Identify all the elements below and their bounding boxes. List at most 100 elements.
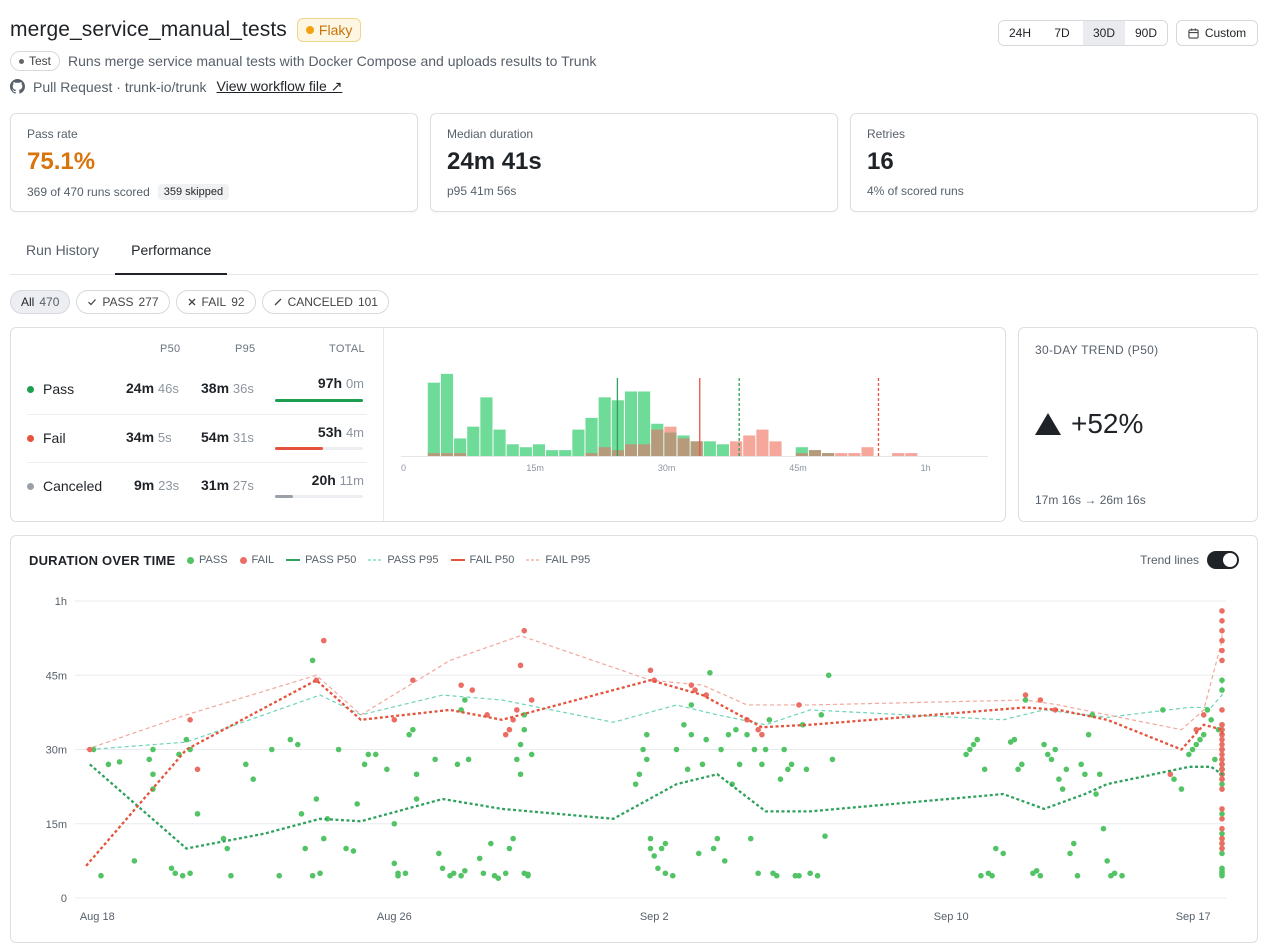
data-point-pass[interactable] bbox=[406, 731, 412, 738]
data-point-pass[interactable] bbox=[651, 853, 658, 859]
data-point-pass[interactable] bbox=[1044, 751, 1051, 758]
data-point-pass[interactable] bbox=[502, 870, 509, 877]
legend-fail-p50[interactable]: FAIL P50 bbox=[450, 554, 514, 566]
data-point-pass[interactable] bbox=[993, 845, 999, 852]
data-point-pass[interactable] bbox=[372, 751, 379, 758]
data-point-pass[interactable] bbox=[825, 672, 832, 679]
data-point-pass[interactable] bbox=[655, 865, 661, 872]
data-point-pass[interactable] bbox=[1212, 756, 1218, 763]
data-point-pass[interactable] bbox=[647, 835, 654, 842]
data-point-fail[interactable] bbox=[688, 682, 695, 688]
data-point-fail[interactable] bbox=[759, 731, 765, 738]
data-point-pass[interactable] bbox=[1193, 741, 1200, 748]
data-point-fail[interactable] bbox=[1219, 731, 1225, 738]
data-point-pass[interactable] bbox=[721, 858, 728, 864]
data-point-fail[interactable] bbox=[796, 702, 802, 708]
data-point-pass[interactable] bbox=[766, 717, 773, 723]
data-point-pass[interactable] bbox=[517, 741, 524, 748]
data-point-fail[interactable] bbox=[1200, 712, 1207, 718]
data-point-fail[interactable] bbox=[1219, 721, 1225, 728]
data-point-pass[interactable] bbox=[773, 872, 780, 879]
data-point-pass[interactable] bbox=[796, 872, 802, 879]
data-point-fail[interactable] bbox=[1219, 647, 1225, 654]
data-point-pass[interactable] bbox=[1048, 756, 1055, 763]
data-point-fail[interactable] bbox=[1219, 751, 1225, 758]
data-point-fail[interactable] bbox=[320, 637, 327, 644]
data-point-fail[interactable] bbox=[514, 707, 520, 713]
data-point-pass[interactable] bbox=[309, 872, 316, 879]
data-point-pass[interactable] bbox=[681, 721, 687, 728]
data-point-pass[interactable] bbox=[302, 845, 309, 852]
data-point-pass[interactable] bbox=[788, 761, 795, 768]
range-90d-button[interactable]: 90D bbox=[1125, 21, 1167, 45]
data-point-pass[interactable] bbox=[725, 731, 732, 738]
table-row-pass[interactable]: Pass 24m 46s 38m 36s 97h 0m bbox=[11, 366, 384, 414]
data-point-pass[interactable] bbox=[395, 872, 401, 879]
data-point-pass[interactable] bbox=[695, 850, 702, 857]
data-point-pass[interactable] bbox=[250, 776, 257, 782]
data-point-pass[interactable] bbox=[963, 751, 969, 758]
data-point-pass[interactable] bbox=[669, 872, 676, 879]
data-point-pass[interactable] bbox=[762, 746, 769, 753]
data-point-pass[interactable] bbox=[465, 756, 472, 763]
data-point-pass[interactable] bbox=[317, 870, 323, 877]
data-point-pass[interactable] bbox=[703, 736, 709, 743]
data-point-pass[interactable] bbox=[818, 712, 825, 718]
data-point-pass[interactable] bbox=[432, 756, 438, 763]
data-point-pass[interactable] bbox=[777, 776, 784, 782]
data-point-pass[interactable] bbox=[384, 766, 390, 773]
data-point-fail[interactable] bbox=[194, 766, 201, 773]
data-point-fail[interactable] bbox=[1219, 816, 1225, 822]
data-point-fail[interactable] bbox=[187, 717, 193, 723]
data-point-pass[interactable] bbox=[733, 726, 739, 733]
data-point-pass[interactable] bbox=[829, 756, 836, 763]
custom-range-button[interactable]: Custom bbox=[1176, 20, 1258, 46]
data-point-pass[interactable] bbox=[495, 875, 502, 881]
data-point-pass[interactable] bbox=[514, 756, 520, 763]
data-point-pass[interactable] bbox=[1219, 865, 1225, 872]
data-point-pass[interactable] bbox=[967, 746, 973, 753]
data-point-pass[interactable] bbox=[1085, 731, 1092, 738]
data-point-fail[interactable] bbox=[510, 717, 516, 723]
data-point-fail[interactable] bbox=[502, 731, 509, 738]
data-point-fail[interactable] bbox=[391, 717, 398, 723]
data-point-pass[interactable] bbox=[488, 840, 494, 847]
data-point-fail[interactable] bbox=[528, 697, 535, 703]
data-point-pass[interactable] bbox=[183, 736, 190, 743]
data-point-fail[interactable] bbox=[521, 627, 528, 634]
data-point-pass[interactable] bbox=[1119, 872, 1125, 879]
filter-canceled-chip[interactable]: CANCELED 101 bbox=[261, 290, 389, 314]
data-point-pass[interactable] bbox=[335, 746, 342, 753]
data-point-pass[interactable] bbox=[528, 751, 535, 758]
view-workflow-link[interactable]: View workflow file ↗ bbox=[216, 78, 343, 94]
data-point-pass[interactable] bbox=[462, 867, 468, 874]
data-point-pass[interactable] bbox=[822, 833, 828, 839]
data-point-pass[interactable] bbox=[131, 858, 138, 864]
range-30d-button[interactable]: 30D bbox=[1083, 21, 1125, 45]
data-point-pass[interactable] bbox=[510, 835, 516, 842]
data-point-pass[interactable] bbox=[1171, 776, 1177, 782]
data-point-pass[interactable] bbox=[1096, 771, 1103, 778]
data-point-fail[interactable] bbox=[755, 726, 761, 733]
filter-fail-chip[interactable]: FAIL 92 bbox=[175, 290, 256, 314]
data-point-pass[interactable] bbox=[1204, 707, 1211, 713]
legend-fail-p95[interactable]: FAIL P95 bbox=[526, 554, 590, 566]
data-point-fail[interactable] bbox=[1219, 806, 1225, 812]
data-point-pass[interactable] bbox=[410, 726, 416, 733]
data-point-pass[interactable] bbox=[1000, 850, 1007, 857]
data-point-pass[interactable] bbox=[1078, 761, 1084, 768]
data-point-pass[interactable] bbox=[458, 872, 464, 879]
data-point-fail[interactable] bbox=[1219, 657, 1225, 664]
data-point-pass[interactable] bbox=[1022, 697, 1029, 703]
data-point-pass[interactable] bbox=[1189, 746, 1196, 753]
filter-pass-chip[interactable]: PASS 277 bbox=[76, 290, 170, 314]
tab-run-history[interactable]: Run History bbox=[26, 242, 100, 258]
data-point-pass[interactable] bbox=[632, 781, 639, 787]
data-point-pass[interactable] bbox=[168, 865, 175, 872]
data-point-pass[interactable] bbox=[647, 845, 654, 852]
data-point-pass[interactable] bbox=[242, 761, 249, 768]
data-point-pass[interactable] bbox=[781, 746, 787, 753]
data-point-pass[interactable] bbox=[1219, 870, 1225, 877]
data-point-pass[interactable] bbox=[150, 771, 156, 778]
data-point-pass[interactable] bbox=[707, 669, 713, 676]
